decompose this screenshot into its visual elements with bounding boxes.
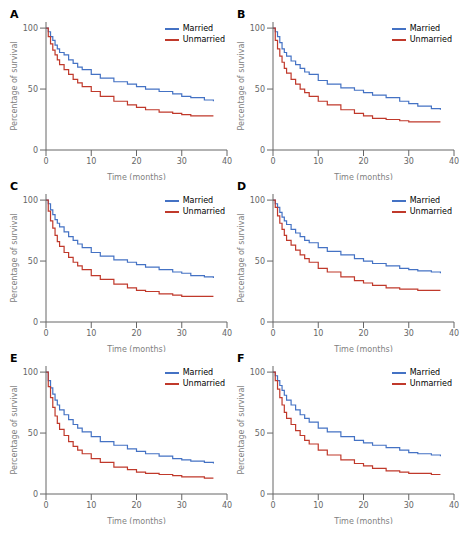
svg-text:Time (months): Time (months)	[106, 517, 166, 524]
svg-text:Time (months): Time (months)	[333, 517, 393, 524]
svg-text:100: 100	[23, 24, 38, 33]
svg-text:50: 50	[28, 429, 38, 438]
svg-text:0: 0	[260, 146, 265, 155]
html-text:Married: Married	[409, 368, 441, 377]
svg-text:50: 50	[28, 85, 38, 94]
svg-text:40: 40	[222, 157, 232, 166]
svg-text:50: 50	[255, 85, 265, 94]
svg-text:10: 10	[86, 501, 96, 510]
svg-text:30: 30	[404, 329, 414, 338]
svg-text:Percentage of survival: Percentage of survival	[237, 213, 246, 302]
html-text:Unmarried: Unmarried	[409, 379, 452, 388]
svg-text:10: 10	[313, 329, 323, 338]
svg-text:50: 50	[28, 257, 38, 266]
svg-text:40: 40	[449, 501, 459, 510]
svg-text:100: 100	[250, 196, 265, 205]
svg-text:20: 20	[131, 501, 141, 510]
html-text:E: E	[10, 352, 18, 365]
svg-text:30: 30	[177, 329, 187, 338]
svg-text:10: 10	[313, 501, 323, 510]
svg-text:0: 0	[33, 490, 38, 499]
svg-text:0: 0	[260, 318, 265, 327]
svg-text:50: 50	[255, 429, 265, 438]
svg-text:Time (months): Time (months)	[106, 173, 166, 180]
svg-text:20: 20	[358, 329, 368, 338]
svg-text:40: 40	[449, 329, 459, 338]
svg-text:10: 10	[86, 329, 96, 338]
svg-text:Time (months): Time (months)	[106, 345, 166, 352]
svg-text:0: 0	[43, 157, 48, 166]
html-text:Unmarried: Unmarried	[182, 207, 225, 216]
svg-text:Percentage of survival: Percentage of survival	[237, 385, 246, 474]
html-text:F: F	[237, 352, 245, 365]
html-text:Unmarried: Unmarried	[182, 379, 225, 388]
svg-text:20: 20	[358, 157, 368, 166]
svg-text:40: 40	[222, 501, 232, 510]
html-text:B: B	[237, 8, 246, 21]
svg-text:0: 0	[33, 146, 38, 155]
svg-text:0: 0	[33, 318, 38, 327]
svg-text:0: 0	[43, 329, 48, 338]
html-text:Unmarried: Unmarried	[409, 35, 452, 44]
svg-text:10: 10	[313, 157, 323, 166]
svg-text:Time (months): Time (months)	[333, 345, 393, 352]
svg-text:Percentage of survival: Percentage of survival	[10, 213, 19, 302]
svg-text:Percentage of survival: Percentage of survival	[237, 41, 246, 130]
svg-text:30: 30	[177, 501, 187, 510]
svg-text:100: 100	[250, 368, 265, 377]
svg-text:Time (months): Time (months)	[333, 173, 393, 180]
svg-text:20: 20	[131, 329, 141, 338]
svg-text:0: 0	[43, 501, 48, 510]
svg-text:30: 30	[404, 157, 414, 166]
svg-text:50: 50	[255, 257, 265, 266]
svg-text:40: 40	[222, 329, 232, 338]
html-text:C: C	[10, 180, 19, 193]
svg-text:0: 0	[270, 157, 275, 166]
svg-text:0: 0	[260, 490, 265, 499]
svg-text:0: 0	[270, 329, 275, 338]
html-text:D: D	[237, 180, 247, 193]
svg-text:Percentage of survival: Percentage of survival	[10, 385, 19, 474]
svg-text:0: 0	[270, 501, 275, 510]
html-text:Married: Married	[182, 368, 214, 377]
html-text:Unmarried: Unmarried	[409, 207, 452, 216]
svg-text:40: 40	[449, 157, 459, 166]
svg-text:Percentage of survival: Percentage of survival	[10, 41, 19, 130]
svg-text:30: 30	[404, 501, 414, 510]
html-text:A: A	[10, 8, 19, 21]
html-text:Married: Married	[182, 24, 214, 33]
svg-text:10: 10	[86, 157, 96, 166]
html-text:Married: Married	[409, 196, 441, 205]
svg-text:100: 100	[250, 24, 265, 33]
svg-text:100: 100	[23, 368, 38, 377]
svg-text:20: 20	[358, 501, 368, 510]
html-text:Married: Married	[409, 24, 441, 33]
html-text:Unmarried: Unmarried	[182, 35, 225, 44]
html-text:Married: Married	[182, 196, 214, 205]
svg-text:20: 20	[131, 157, 141, 166]
svg-text:30: 30	[177, 157, 187, 166]
svg-text:100: 100	[23, 196, 38, 205]
